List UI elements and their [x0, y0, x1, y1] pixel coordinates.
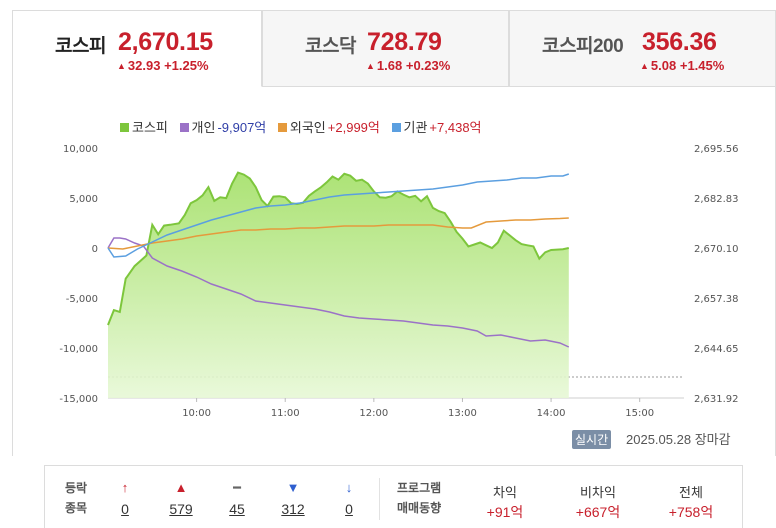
program-value: +667억	[575, 504, 621, 520]
breadth-count-link[interactable]: 312	[281, 501, 305, 517]
change-percent: +1.25%	[164, 58, 209, 73]
tab-name: 코스피200	[542, 36, 624, 57]
breadth-count-link[interactable]: 45	[229, 501, 245, 517]
series-line-외국인	[107, 217, 569, 250]
change-amount: 5.08	[650, 58, 677, 73]
chart-legend: 코스피 개인 -9,907억 외국인 +2,999억 기관 +7,438억	[120, 117, 490, 136]
index-change: ▲ 1.68 +0.23%	[366, 58, 450, 73]
y-left-tick-label: 10,000	[63, 144, 98, 155]
program-label-top: 프로그램	[397, 481, 442, 495]
kospi-line	[107, 171, 569, 326]
legend-name: 외국인	[289, 120, 326, 135]
change-amount: 1.68	[376, 58, 403, 73]
breadth-count: 579	[161, 501, 201, 517]
breadth-count: 312	[273, 501, 313, 517]
y-right-tick-label: 2,682.83	[694, 194, 739, 205]
x-tick-label: 10:00	[182, 408, 211, 419]
y-left-tick-label: -5,000	[66, 294, 98, 305]
market-state: 장마감	[694, 432, 731, 447]
index-change: ▲ 5.08 +1.45%	[640, 58, 724, 73]
y-left-tick-label: -10,000	[59, 344, 98, 355]
tab-kosdaq[interactable]: 코스닥 728.79 ▲ 1.68 +0.23%	[262, 10, 509, 87]
legend-kospi[interactable]: 코스피	[120, 117, 168, 136]
up-triangle-icon: ▲	[366, 61, 375, 71]
y-left-tick-label: 5,000	[69, 194, 98, 205]
x-tick-label: 13:00	[448, 408, 477, 419]
breadth-count: 45	[217, 501, 257, 517]
x-tick-label: 11:00	[271, 408, 300, 419]
chart-datetime: 2025.05.28 장마감	[626, 429, 731, 448]
y-right-tick-label: 2,631.92	[694, 394, 739, 405]
legend-value: +2,999억	[327, 120, 380, 135]
breadth-label-top: 등락	[65, 481, 88, 495]
legend-swatch	[179, 123, 189, 132]
series-line-개인	[107, 237, 570, 348]
legend-value: -9,907억	[217, 120, 267, 135]
tab-name: 코스피	[55, 36, 106, 57]
index-value: 728.79	[367, 28, 442, 56]
x-tick-label: 15:00	[625, 408, 654, 419]
y-left-tick-label: -15,000	[59, 394, 98, 405]
tab-kospi200[interactable]: 코스피200 356.36 ▲ 5.08 +1.45%	[509, 10, 776, 87]
breadth-label-bottom: 종목	[65, 501, 88, 515]
legend-swatch	[277, 123, 287, 132]
x-tick-label: 14:00	[537, 408, 566, 419]
index-change: ▲ 32.93 +1.25%	[117, 58, 209, 73]
x-tick-label: 12:00	[359, 408, 388, 419]
market-summary: 등락 종목 ↑ 0 ▲ 579 ━ 45 ▼ 312 ↓ 0 프로그램 매매동향 차익 +91억 비차…	[44, 465, 743, 528]
up-triangle-icon: ▲	[117, 61, 126, 71]
breadth-count: 0	[105, 501, 145, 517]
change-percent: +1.45%	[679, 58, 725, 73]
y-right-tick-label: 2,670.10	[694, 244, 739, 255]
date-text: 2025.05.28	[626, 432, 692, 447]
legend-swatch	[391, 123, 401, 132]
breadth-symbol-icon: ▼	[286, 480, 300, 495]
divider	[379, 478, 380, 520]
breadth-symbol-icon: ↓	[345, 480, 353, 495]
program-value: +758억	[668, 504, 714, 520]
index-value: 2,670.15	[118, 28, 213, 56]
breadth-symbol-icon: ↑	[121, 480, 129, 495]
y-right-tick-label: 2,657.38	[694, 294, 739, 305]
up-triangle-icon: ▲	[640, 61, 649, 71]
legend-institution[interactable]: 기관 +7,438억	[391, 117, 482, 136]
index-tabs: 코스피 2,670.15 ▲ 32.93 +1.25% 코스닥 728.79 ▲ 1…	[12, 10, 776, 87]
legend-name: 개인	[191, 120, 216, 135]
legend-value: +7,438억	[429, 120, 482, 135]
y-left-tick-label: 0	[92, 244, 98, 255]
program-header: 전체	[679, 485, 703, 500]
change-percent: +0.23%	[405, 58, 451, 73]
breadth-count-link[interactable]: 0	[345, 501, 353, 517]
legend-name: 코스피	[132, 120, 168, 135]
legend-swatch	[120, 123, 129, 132]
index-value: 356.36	[642, 28, 717, 56]
program-value: +91억	[486, 504, 524, 520]
tab-name: 코스닥	[305, 36, 356, 57]
y-right-tick-label: 2,644.65	[694, 344, 739, 355]
breadth-symbol-icon: ▲	[174, 480, 188, 495]
legend-name: 기관	[403, 120, 428, 135]
breadth-symbol-icon: ━	[233, 480, 241, 495]
legend-foreign[interactable]: 외국인 +2,999억	[277, 117, 380, 136]
change-amount: 32.93	[127, 58, 161, 73]
y-right-tick-label: 2,695.56	[694, 144, 739, 155]
breadth-label: 등락 종목	[65, 478, 87, 518]
kospi-area	[108, 172, 569, 398]
realtime-badge[interactable]: 실시간	[572, 430, 612, 449]
breadth-count-link[interactable]: 579	[169, 501, 193, 517]
legend-individual[interactable]: 개인 -9,907억	[179, 117, 267, 136]
program-label: 프로그램 매매동향	[397, 478, 441, 518]
breadth-count: 0	[329, 501, 369, 517]
program-label-bottom: 매매동향	[397, 501, 442, 515]
program-header: 비차익	[580, 485, 616, 500]
program-header: 차익	[493, 485, 517, 500]
tab-kospi[interactable]: 코스피 2,670.15 ▲ 32.93 +1.25%	[12, 10, 262, 87]
series-line-기관	[107, 173, 570, 258]
breadth-count-link[interactable]: 0	[121, 501, 129, 517]
